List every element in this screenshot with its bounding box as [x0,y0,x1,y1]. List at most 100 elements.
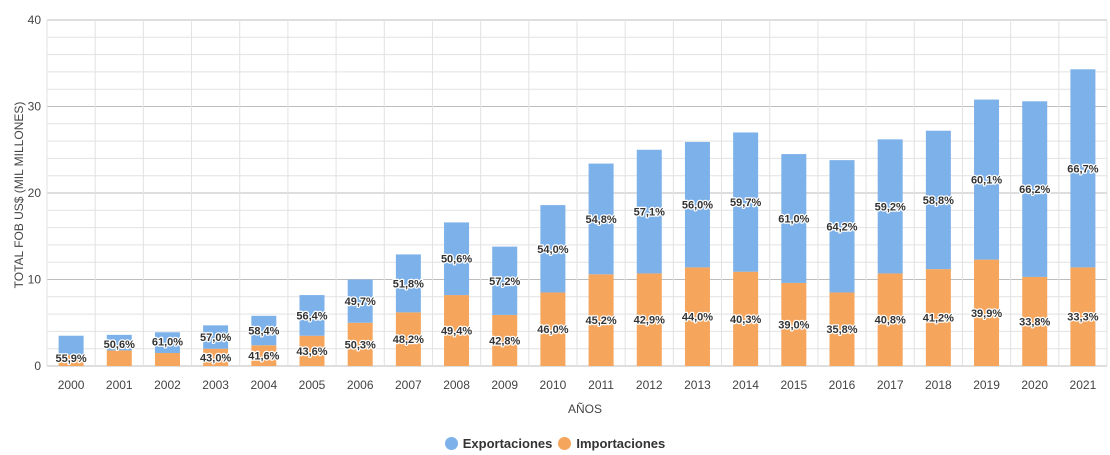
bar-exportaciones[interactable] [444,222,470,296]
bar-exportaciones[interactable] [974,99,1000,260]
bar-exportaciones[interactable] [154,332,180,354]
bar-importaciones[interactable] [347,322,373,366]
data-label-exportaciones: 56,0% [682,200,713,212]
data-label-exportaciones: 60,1% [971,175,1002,187]
legend-item-exportaciones[interactable]: Exportaciones [444,436,552,451]
data-label-importaciones: 33,8% [1019,316,1050,328]
bar-exportaciones[interactable] [925,130,951,270]
bar-importaciones[interactable] [1022,276,1048,366]
data-label-importaciones: 41,6% [248,351,279,363]
bar-importaciones[interactable] [733,271,759,366]
bar-exportaciones[interactable] [58,335,84,355]
bar-importaciones[interactable] [540,292,566,366]
data-label-importaciones: 39,0% [778,319,809,331]
bar-importaciones[interactable] [684,267,710,366]
bar-exportaciones[interactable] [251,315,277,346]
data-label-exportaciones: 58,8% [923,195,954,207]
bar-exportaciones[interactable] [347,279,373,323]
bar-importaciones[interactable] [829,292,855,366]
x-tick-label: 2002 [154,378,181,392]
data-label-exportaciones: 49,7% [345,296,376,308]
bar-importaciones[interactable] [588,274,614,366]
data-label-importaciones: 49,4% [441,326,472,338]
data-label-exportaciones: 50,6% [441,254,472,266]
bar-importaciones[interactable] [395,312,421,366]
data-label-exportaciones: 54,8% [585,214,616,226]
x-tick-label: 2007 [395,378,422,392]
data-label-importaciones: 39,9% [971,308,1002,320]
data-label-share: 55,9% [55,353,86,365]
x-tick-label: 2016 [829,378,856,392]
bar-exportaciones[interactable] [877,139,903,274]
x-tick-label: 2018 [925,378,952,392]
data-label-importaciones: 46,0% [537,324,568,336]
bar-exportaciones[interactable] [1070,69,1096,268]
bar-exportaciones[interactable] [299,295,325,336]
bar-importaciones[interactable] [444,295,470,366]
data-label-importaciones: 42,9% [634,315,665,327]
bar-importaciones[interactable] [877,273,903,366]
data-label-exportaciones: 56,4% [296,310,327,322]
data-label-share: 50,6% [104,339,135,351]
data-label-importaciones: 35,8% [826,324,857,336]
bar-exportaciones[interactable] [829,160,855,293]
data-label-exportaciones: 57,0% [200,332,231,344]
bar-importaciones[interactable] [58,354,84,366]
data-label-importaciones: 43,0% [200,352,231,364]
y-tick-label: 40 [28,13,42,27]
x-tick-label: 2020 [1021,378,1048,392]
bar-importaciones[interactable] [636,273,662,366]
bar-importaciones[interactable] [203,348,229,366]
data-label-exportaciones: 64,2% [826,221,857,233]
legend-label-importaciones: Importaciones [576,436,666,451]
y-axis-ticks: 0 10 20 30 40 [28,13,42,373]
data-label-importaciones: 33,3% [1067,312,1098,324]
x-tick-label: 2019 [973,378,1000,392]
data-label-exportaciones: 61,0% [778,214,809,226]
bar-importaciones[interactable] [299,335,325,366]
bar-exportaciones[interactable] [781,154,807,283]
bar-importaciones[interactable] [1070,267,1096,366]
bar-importaciones[interactable] [154,353,180,366]
data-label-exportaciones: 54,0% [537,244,568,256]
y-tick-label: 0 [34,359,41,373]
x-tick-label: 2012 [636,378,663,392]
x-tick-label: 2011 [588,378,614,392]
bar-exportaciones[interactable] [540,205,566,293]
bar-exportaciones[interactable] [684,141,710,268]
x-tick-label: 2004 [250,378,277,392]
y-tick-label: 20 [28,186,42,200]
data-label-exportaciones: 66,2% [1019,184,1050,196]
data-label-importaciones: 40,3% [730,314,761,326]
legend: Exportaciones Importaciones [0,436,1110,451]
legend-item-importaciones[interactable]: Importaciones [558,436,665,451]
labels-layer: 55,9% 50,6% 61,0% 43,0% 57,0% 41,6% 58,4% 43,6%… [54,162,1100,366]
data-label-importaciones: 43,6% [296,346,327,358]
x-tick-label: 2009 [491,378,518,392]
data-label-exportaciones: 51,8% [393,278,424,290]
bar-exportaciones[interactable] [203,325,229,349]
data-label-exportaciones: 58,4% [248,326,279,338]
data-label-importaciones: 45,2% [585,315,616,327]
bar-exportaciones[interactable] [395,254,421,313]
bar-exportaciones[interactable] [492,246,518,315]
bar-importaciones[interactable] [781,282,807,366]
data-label-exportaciones: 57,2% [489,276,520,288]
bar-importaciones[interactable] [974,259,1000,366]
bar-exportaciones[interactable] [733,132,759,272]
bar-exportaciones[interactable] [106,334,132,351]
data-label-exportaciones: 66,7% [1067,163,1098,175]
bar-exportaciones[interactable] [636,149,662,274]
bar-importaciones[interactable] [925,269,951,366]
data-label-importaciones: 41,2% [923,313,954,325]
bar-importaciones[interactable] [251,345,277,366]
x-tick-label: 2003 [202,378,229,392]
bar-exportaciones[interactable] [1022,101,1048,277]
x-tick-label: 2015 [780,378,807,392]
x-tick-label: 2013 [684,378,711,392]
bar-exportaciones[interactable] [588,163,614,275]
bar-importaciones[interactable] [492,314,518,366]
bar-importaciones[interactable] [106,350,132,366]
data-label-share: 61,0% [152,336,183,348]
